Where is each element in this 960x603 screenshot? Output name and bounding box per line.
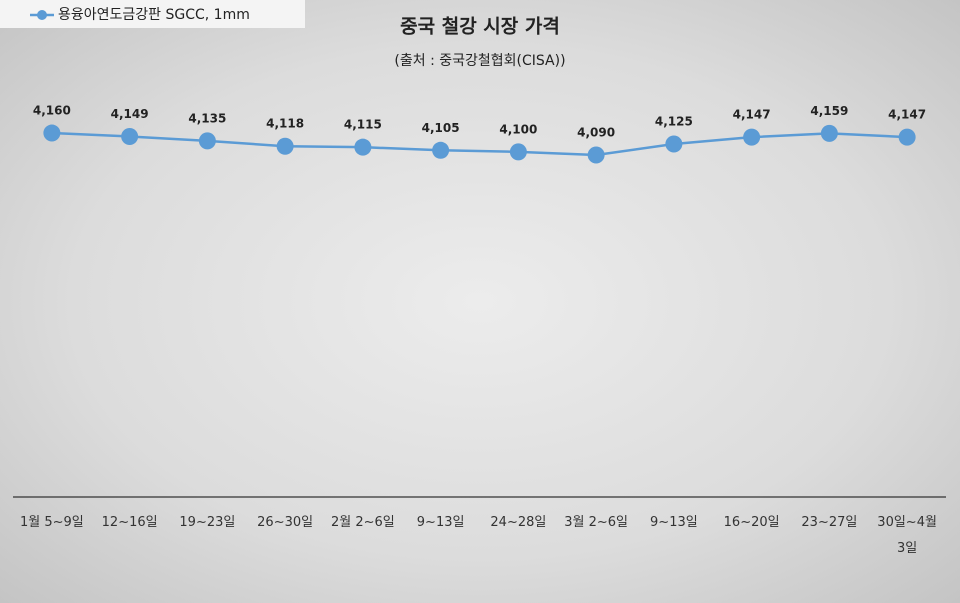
chart-subtitle: (출처 : 중국강철협회(CISA)) bbox=[394, 53, 565, 69]
point bbox=[432, 141, 450, 159]
point bbox=[198, 132, 216, 150]
x-tick-label: 16~20일 bbox=[723, 515, 780, 530]
x-tick-label: 9~13일 bbox=[416, 515, 465, 530]
chart-title: 중국 철강 시장 가격 bbox=[400, 16, 560, 38]
x-tick-label: 2월 2~6일 bbox=[330, 515, 395, 530]
value-label: 4,115 bbox=[344, 118, 382, 132]
point bbox=[276, 137, 294, 155]
point bbox=[587, 146, 605, 164]
x-tick-label: 9~13일 bbox=[650, 515, 698, 530]
legend-marker bbox=[37, 10, 47, 20]
value-label: 4,100 bbox=[499, 122, 537, 136]
point bbox=[665, 135, 683, 153]
point bbox=[509, 143, 527, 161]
value-label: 4,125 bbox=[655, 115, 693, 129]
x-tick-label: 12~16일 bbox=[101, 515, 158, 530]
value-label: 4,090 bbox=[577, 126, 615, 140]
point bbox=[743, 128, 761, 146]
value-label: 4,147 bbox=[733, 108, 771, 122]
x-tick-label: 30일~4월 3일 bbox=[877, 515, 937, 556]
value-label: 4,135 bbox=[188, 111, 226, 125]
point bbox=[121, 128, 139, 146]
x-tick-label: 24~28일 bbox=[490, 515, 547, 530]
series-line bbox=[51, 131, 908, 157]
value-label: 4,147 bbox=[888, 108, 926, 122]
x-tick-label: 19~23일 bbox=[179, 515, 236, 530]
legend-label: 용융아연도금강판 SGCC, 1mm bbox=[58, 7, 250, 23]
value-label: 4,160 bbox=[33, 104, 71, 118]
value-label: 4,118 bbox=[266, 117, 304, 131]
x-tick-label: 26~30일 bbox=[257, 515, 314, 530]
point bbox=[43, 124, 61, 142]
point bbox=[354, 138, 372, 156]
value-label: 4,159 bbox=[810, 104, 848, 118]
x-tick-label: 1월 5~9일 bbox=[19, 515, 84, 530]
value-label: 4,105 bbox=[422, 121, 460, 135]
point bbox=[898, 128, 916, 146]
x-tick-label: 3월 2~6일 bbox=[564, 515, 628, 530]
x-tick-label: 23~27일 bbox=[801, 515, 858, 530]
value-label: 4,149 bbox=[111, 107, 149, 121]
point bbox=[820, 124, 838, 142]
